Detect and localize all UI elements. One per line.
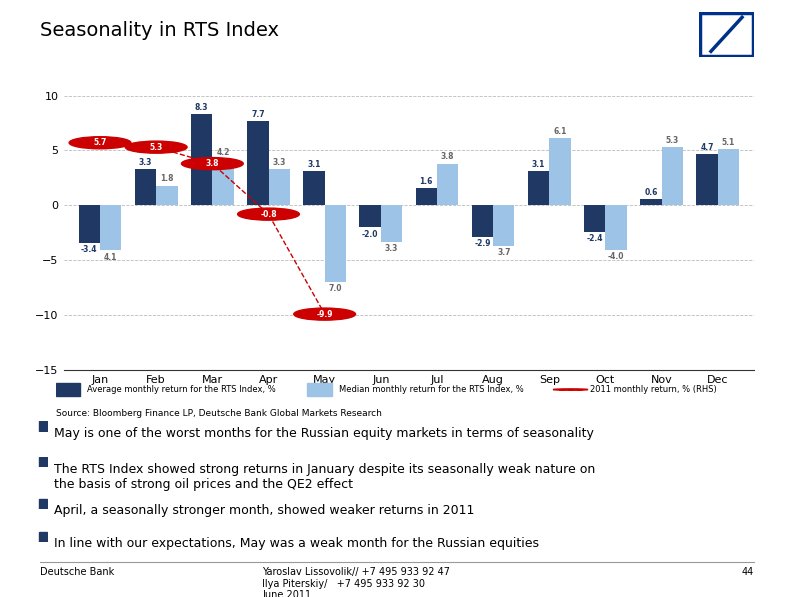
Bar [661,147,683,205]
Text: -3.4: -3.4 [81,245,98,254]
Bar [156,186,178,205]
Text: Average monthly return for the RTS Index, %: Average monthly return for the RTS Index… [87,385,276,394]
Text: 5.7: 5.7 [94,139,106,147]
Bar [415,188,437,205]
Text: 3.3: 3.3 [385,244,398,253]
Bar [325,205,346,282]
Text: -2.9: -2.9 [474,239,491,248]
Text: 0.6: 0.6 [644,187,657,196]
Text: 3.8: 3.8 [206,159,219,168]
Text: -0.8: -0.8 [260,210,277,219]
Bar [437,164,458,205]
Text: April, a seasonally stronger month, showed weaker returns in 2011: April, a seasonally stronger month, show… [54,504,474,518]
Text: 8.3: 8.3 [195,103,209,112]
Text: 3.8: 3.8 [441,152,454,161]
Circle shape [553,389,588,390]
Bar [493,205,515,246]
Text: 3.1: 3.1 [532,160,545,169]
Text: Deutsche Bank: Deutsche Bank [40,567,114,577]
Text: 6.1: 6.1 [553,127,567,136]
Bar [696,154,718,205]
Circle shape [69,137,131,149]
Bar [135,169,156,205]
Bar [472,205,493,237]
Text: 3.1: 3.1 [307,160,321,169]
Text: 4.1: 4.1 [104,253,118,261]
Text: Median monthly return for the RTS Index, %: Median monthly return for the RTS Index,… [338,385,523,394]
Bar [100,205,121,250]
Text: 5.1: 5.1 [722,138,735,147]
Circle shape [237,208,299,220]
Text: -4.0: -4.0 [608,252,624,261]
Bar [549,139,571,205]
Text: 4.7: 4.7 [700,143,714,152]
Text: 5.3: 5.3 [665,136,679,145]
Bar [79,205,100,243]
Bar [718,149,739,205]
Text: 7.7: 7.7 [251,110,264,119]
Bar [381,205,403,242]
Text: 2011 monthly return, % (RHS): 2011 monthly return, % (RHS) [590,385,717,394]
Bar [606,205,626,250]
Bar [56,383,80,396]
Text: 7.0: 7.0 [329,284,342,294]
Text: Yaroslav Lissovolik// +7 495 933 92 47
Ilya Piterskiy/   +7 495 933 92 30
June 2: Yaroslav Lissovolik// +7 495 933 92 47 I… [262,567,450,597]
Bar [640,199,661,205]
Bar [307,383,332,396]
FancyBboxPatch shape [700,13,754,56]
Text: The RTS Index showed strong returns in January despite its seasonally weak natur: The RTS Index showed strong returns in J… [54,463,595,491]
Text: -9.9: -9.9 [317,310,333,319]
Text: -2.4: -2.4 [587,234,603,243]
Text: 3.3: 3.3 [139,158,152,167]
Bar [584,205,606,232]
Text: 5.3: 5.3 [149,143,163,152]
Text: 1.8: 1.8 [160,174,174,183]
Text: In line with our expectations, May was a weak month for the Russian equities: In line with our expectations, May was a… [54,537,539,550]
Bar [360,205,381,227]
Text: -2.0: -2.0 [362,229,379,239]
Circle shape [182,158,243,170]
Text: May is one of the worst months for the Russian equity markets in terms of season: May is one of the worst months for the R… [54,427,594,440]
Text: Seasonality in RTS Index: Seasonality in RTS Index [40,21,279,40]
Bar [191,114,212,205]
Bar [212,159,233,205]
Text: Source: Bloomberg Finance LP, Deutsche Bank Global Markets Research: Source: Bloomberg Finance LP, Deutsche B… [56,409,381,418]
Circle shape [294,308,356,320]
Text: 44: 44 [742,567,754,577]
Text: 4.2: 4.2 [216,148,229,157]
Text: 3.3: 3.3 [272,158,286,167]
Bar [268,169,290,205]
Bar [528,171,549,205]
Bar [247,121,268,205]
Bar [303,171,325,205]
Text: 1.6: 1.6 [420,177,433,186]
Circle shape [125,141,187,153]
Text: 3.7: 3.7 [497,248,511,257]
